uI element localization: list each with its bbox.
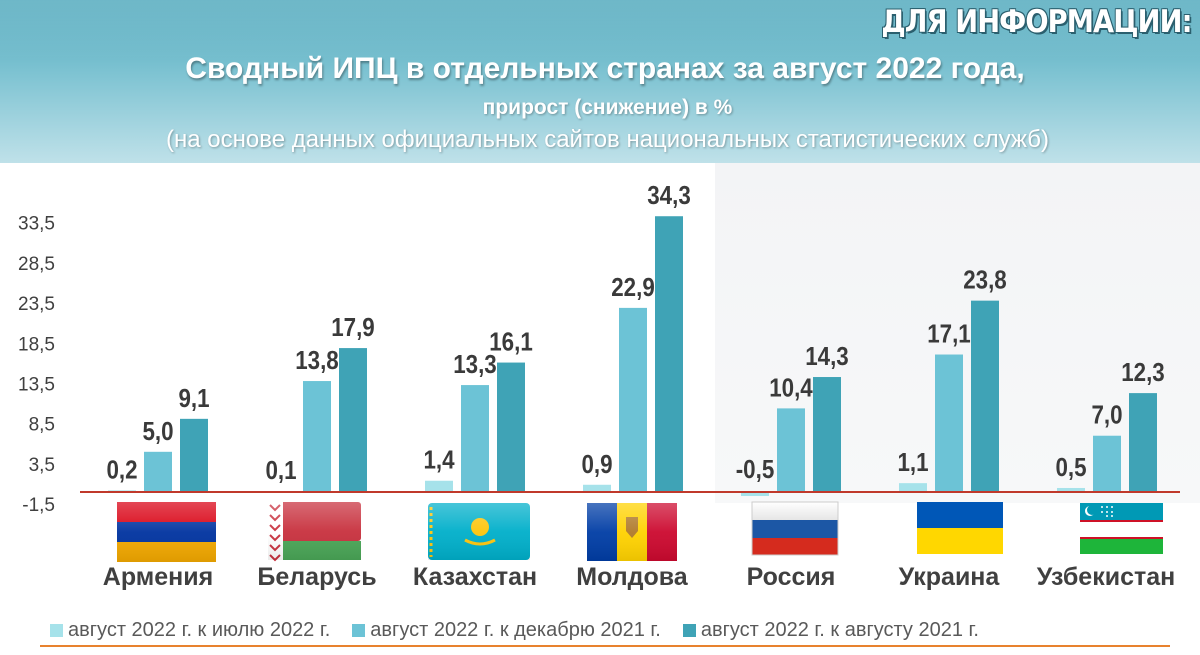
data-label: 9,1 [178, 384, 209, 413]
data-label: 7,0 [1091, 401, 1122, 430]
legend-label: август 2022 г. к августу 2021 г. [700, 618, 979, 641]
data-label: 34,3 [647, 182, 690, 211]
y-tick-label: 18,5 [18, 334, 55, 355]
legend-item: август 2022 г. к июлю 2022 г. [50, 619, 330, 642]
data-label: 17,9 [331, 314, 374, 343]
y-tick-label: 3,5 [29, 455, 55, 476]
data-label: 1,4 [423, 446, 455, 475]
data-label: 17,1 [927, 320, 970, 349]
y-tick-label: 23,5 [18, 294, 55, 315]
bar [180, 418, 208, 492]
bar [971, 300, 999, 492]
legend-swatch [682, 623, 696, 637]
category-label: Казахстан [413, 563, 537, 591]
armenia-flag [117, 502, 216, 562]
data-label: 10,4 [769, 374, 813, 403]
bar [1057, 487, 1085, 492]
header-banner: ДЛЯ ИНФОРМАЦИИ: Сводный ИПЦ в отдельных … [0, 0, 1200, 163]
category-label: Беларусь [257, 563, 376, 591]
moldova-flag [587, 503, 677, 561]
data-label: 14,3 [805, 343, 848, 372]
y-tick-label: 8,5 [29, 415, 55, 436]
bar [144, 451, 172, 492]
category-label: Россия [747, 563, 836, 591]
bar [1093, 435, 1121, 492]
y-tick-label: -1,5 [22, 495, 55, 516]
uzbekistan-flag [1080, 503, 1163, 554]
bar [899, 483, 927, 492]
info-label: ДЛЯ ИНФОРМАЦИИ: [881, 4, 1193, 40]
data-label: 0,5 [1055, 453, 1086, 482]
data-label: 12,3 [1121, 359, 1164, 388]
legend-label: август 2022 г. к июлю 2022 г. [68, 618, 331, 641]
bar [777, 408, 805, 492]
bar [303, 381, 331, 492]
category-label: Армения [103, 563, 213, 591]
data-label: 5,0 [142, 417, 173, 446]
bar [497, 362, 525, 492]
y-tick-label: 13,5 [18, 374, 55, 395]
data-label: 0,2 [106, 456, 137, 485]
source-note: (на основе данных официальных сайтов нац… [166, 126, 1049, 153]
bar [813, 377, 841, 492]
data-label: 1,1 [897, 449, 928, 478]
legend-swatch [50, 623, 63, 637]
chart-legend: август 2022 г. к июлю 2022 г. август 202… [50, 615, 979, 645]
bar [461, 385, 489, 492]
category-label: Украина [899, 563, 1001, 591]
legend-item: август 2022 г. к декабрю 2021 г. [352, 619, 661, 642]
chart-title: Сводный ИПЦ в отдельных странах за авгус… [185, 52, 1025, 85]
russia-flag [751, 501, 839, 556]
legend-item: август 2022 г. к августу 2021 г. [682, 618, 979, 642]
ukraine-flag [917, 502, 1003, 554]
bottom-rule [40, 645, 1170, 647]
data-label: -0,5 [736, 455, 775, 484]
bar [425, 480, 453, 492]
data-label: 22,9 [611, 273, 654, 302]
category-label: Молдова [576, 563, 689, 591]
data-label: 13,8 [295, 347, 338, 376]
data-label: 13,3 [453, 351, 496, 380]
legend-label: август 2022 г. к декабрю 2021 г. [370, 618, 661, 641]
data-label: 0,1 [265, 457, 296, 486]
kazakhstan-flag [428, 503, 530, 560]
category-label: Узбекистан [1037, 563, 1176, 591]
bar [741, 492, 769, 497]
bar [619, 307, 647, 492]
bar [583, 484, 611, 492]
legend-swatch [352, 623, 366, 637]
bar [1129, 393, 1157, 492]
data-label: 0,9 [581, 450, 612, 479]
bar [655, 216, 683, 492]
header-gloss [0, 0, 1200, 60]
belarus-flag [268, 502, 361, 562]
bar [935, 354, 963, 492]
data-label: 16,1 [489, 328, 532, 357]
y-tick-label: 28,5 [18, 254, 55, 275]
y-tick-label: 33,5 [18, 214, 55, 235]
chart-subtitle: прирост (снижение) в % [482, 96, 733, 119]
bar [339, 348, 367, 492]
data-label: 23,8 [963, 266, 1006, 295]
